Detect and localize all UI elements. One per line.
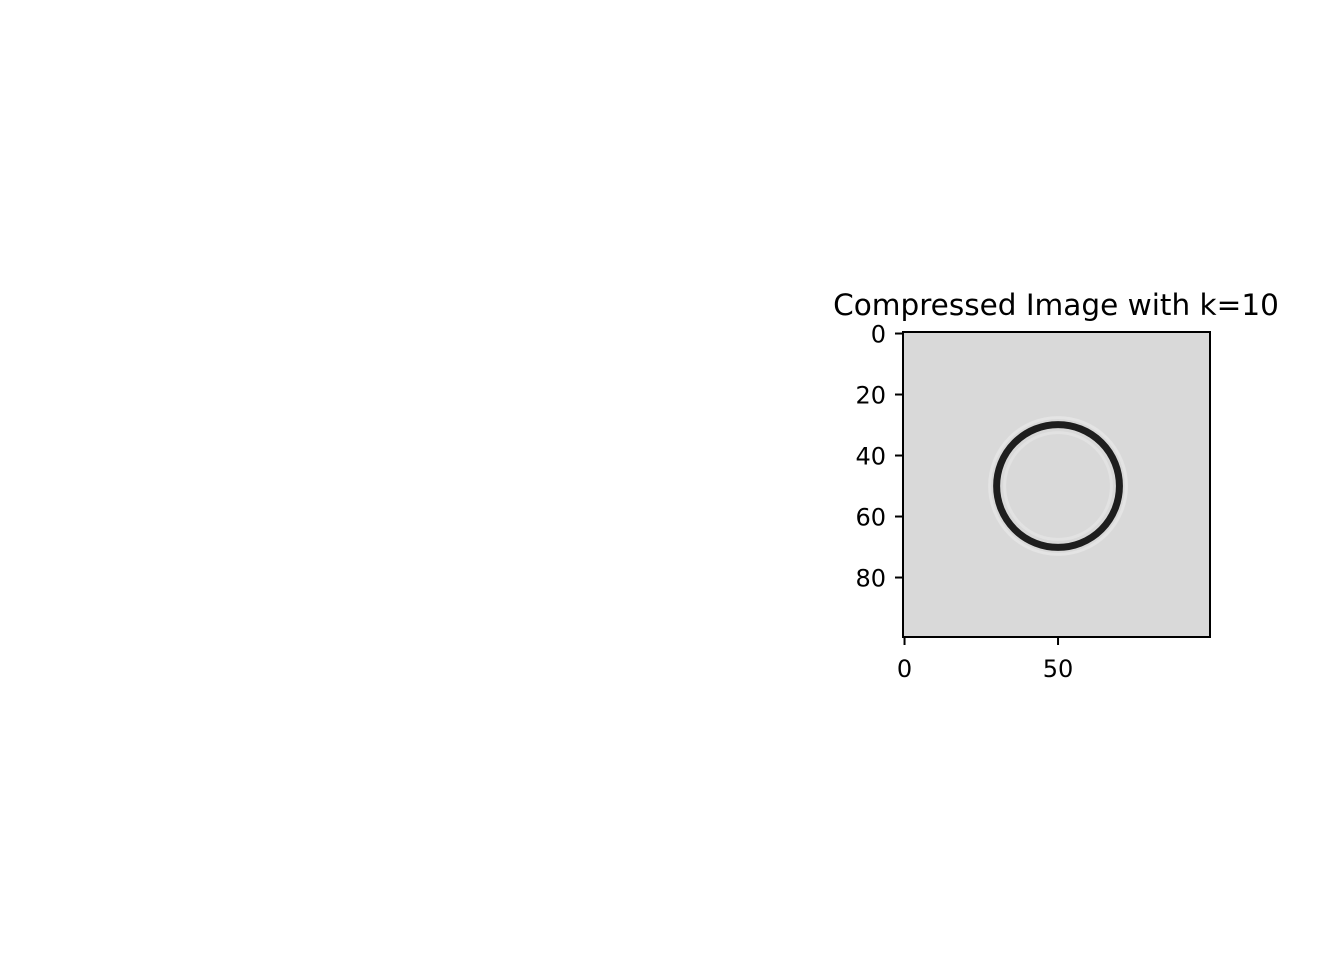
chart-title: Compressed Image with k=10 [833,288,1279,322]
artifact-halo-outer [988,416,1128,556]
x-tick-label: 0 [897,655,912,683]
x-axis: 0 50 [897,637,1073,683]
y-tick-label: 80 [855,565,886,593]
y-tick-label: 0 [871,321,886,349]
y-axis: 0 20 40 60 80 [855,321,903,593]
circle-ring [993,421,1123,551]
axes-frame [902,331,1211,638]
image-background [903,332,1210,637]
x-tick-label: 50 [1043,655,1074,683]
y-tick-label: 60 [855,504,886,532]
artifact-halo-inner [1003,431,1113,541]
plot-area [903,332,1210,637]
y-tick-label: 40 [855,443,886,471]
y-tick-label: 20 [855,382,886,410]
